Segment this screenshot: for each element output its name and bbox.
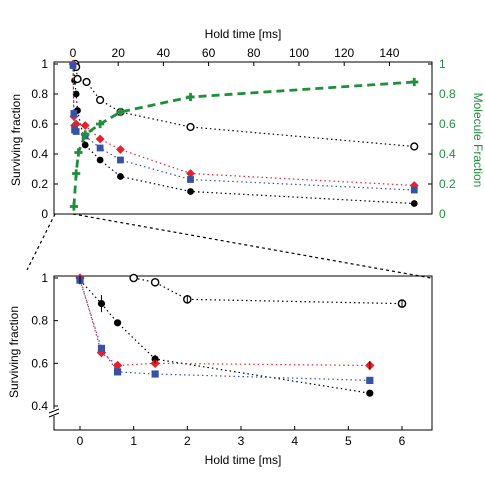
bottom-square-point [113,368,122,376]
bottom-x-axis-label: Hold time [ms] [205,453,282,467]
top-filled-circle-point [410,200,418,207]
top-diamond-point [95,134,105,144]
top-series-plus-line [72,80,415,207]
top-plus-point [116,107,125,117]
top-plus-point [81,130,90,139]
bottom-x-tick-label: 6 [399,434,406,448]
top-filled-circle-point [187,188,194,195]
bottom-x-tick-label: 3 [238,434,245,448]
top-square-point [187,176,194,183]
top-y2-tick-label: 0.8 [439,87,456,101]
top-x-tick-label: 60 [202,46,216,60]
bottom-series-diamond-line [79,277,370,367]
top-plus-point [74,148,83,157]
bottom-x-ticks: 0 1 2 3 4 5 6 [77,426,406,448]
zoom-connector-right [72,213,432,279]
top-diamond-point [71,119,81,129]
top-series [68,59,419,211]
top-panel: 0 20 40 60 80 100 120 140 0 0.2 0.4 0.6 0.8 1 0 0.2 0.… [9,27,485,221]
top-square-point [69,62,77,69]
bottom-panel: 0 1 2 3 4 5 6 0.4 0.6 0.8 1 Hold time [ms] Surviv… [7,271,433,467]
top-filled-circle-point [81,141,89,149]
top-series-filled-circle-line [73,65,415,205]
top-filled-circle-point [117,173,124,180]
top-open-circle-point [82,77,91,87]
top-y-tick-label: 0.6 [31,117,48,131]
top-square-point [96,144,104,152]
bottom-series [75,273,407,397]
top-y2-axis-label: Molecule Fraction [471,93,485,188]
bottom-square-point [97,344,106,352]
top-square-point [410,186,418,194]
top-y-tick-label: 0.2 [31,177,48,191]
bottom-x-tick-label: 4 [291,434,298,448]
bottom-y-ticks: 0.4 0.6 0.8 1 [31,271,58,413]
bottom-open-circle-point [129,273,138,283]
top-plus-point [186,92,195,102]
bottom-y-axis-label: Surviving fraction [7,306,21,398]
top-x-tick-label: 20 [112,46,126,60]
top-open-circle-point [96,95,105,105]
bottom-square-point [366,376,374,384]
top-filled-circle-point [72,90,80,98]
top-square-point [117,156,124,164]
bottom-x-tick-label: 2 [184,434,191,448]
top-x-tick-label: 100 [289,46,309,60]
top-y2-tick-label: 0.4 [439,147,456,161]
top-y-tick-label: 1 [41,57,48,71]
bottom-x-tick-label: 5 [345,434,352,448]
top-x-tick-label: 80 [247,46,261,60]
zoom-connector-left [26,213,56,271]
top-x-axis-label: Hold time [ms] [205,27,282,41]
bottom-series-open-circle-line [133,277,403,305]
top-diamond-point [80,121,90,130]
top-open-circle-point [186,122,195,132]
top-x-ticks: 0 20 40 60 80 100 120 140 [70,46,400,66]
top-y2-ticks: 0 0.2 0.4 0.6 0.8 1 [428,57,456,221]
zoom-connector-lines [26,213,432,279]
top-open-circle-point [410,142,419,151]
top-plus-point [72,169,81,178]
top-x-tick-label: 0 [70,46,77,60]
top-y2-tick-label: 0.2 [439,177,456,191]
top-plus-point [410,77,419,87]
top-y-axis-label: Surviving fraction [9,94,23,186]
top-plot-frame [53,61,433,215]
top-x-tick-label: 40 [157,46,171,60]
bottom-square-point [151,370,159,378]
top-plus-point [96,119,105,129]
top-series-diamond-line [72,63,415,187]
top-x-tick-label: 140 [379,46,399,60]
top-square-point [72,128,80,135]
bottom-filled-circle-point [366,389,374,397]
top-y-tick-label: 0.8 [31,87,48,101]
bottom-open-circle-point [150,277,160,287]
bottom-x-tick-label: 1 [130,434,137,448]
top-x-tick-label: 120 [334,46,354,60]
top-y-tick-label: 0 [41,207,48,221]
top-series-square-line [72,65,415,191]
top-filled-circle-point [96,156,104,164]
bottom-y-tick-label: 0.4 [31,399,48,413]
top-diamond-point [186,169,195,178]
top-y-tick-label: 0.4 [31,147,48,161]
top-plus-point [69,202,78,211]
top-y2-tick-label: 0.6 [439,117,456,131]
top-series-open-circle-line [74,63,415,148]
bottom-y-tick-label: 1 [41,271,48,285]
top-square-point [70,110,78,117]
top-open-circle-point [73,74,82,84]
bottom-plot-frame [53,275,433,431]
top-y2-tick-label: 1 [439,57,446,71]
axis-break-mark [48,408,60,418]
bottom-diamond-point [96,347,107,358]
top-y2-tick-label: 0 [439,207,446,221]
top-diamond-point [116,145,125,154]
bottom-y-tick-label: 0.8 [31,314,48,328]
top-y-ticks: 0 0.2 0.4 0.6 0.8 1 [31,57,58,221]
bottom-filled-circle-point [113,319,122,327]
bottom-x-tick-label: 0 [77,434,84,448]
bottom-y-tick-label: 0.6 [31,356,48,370]
